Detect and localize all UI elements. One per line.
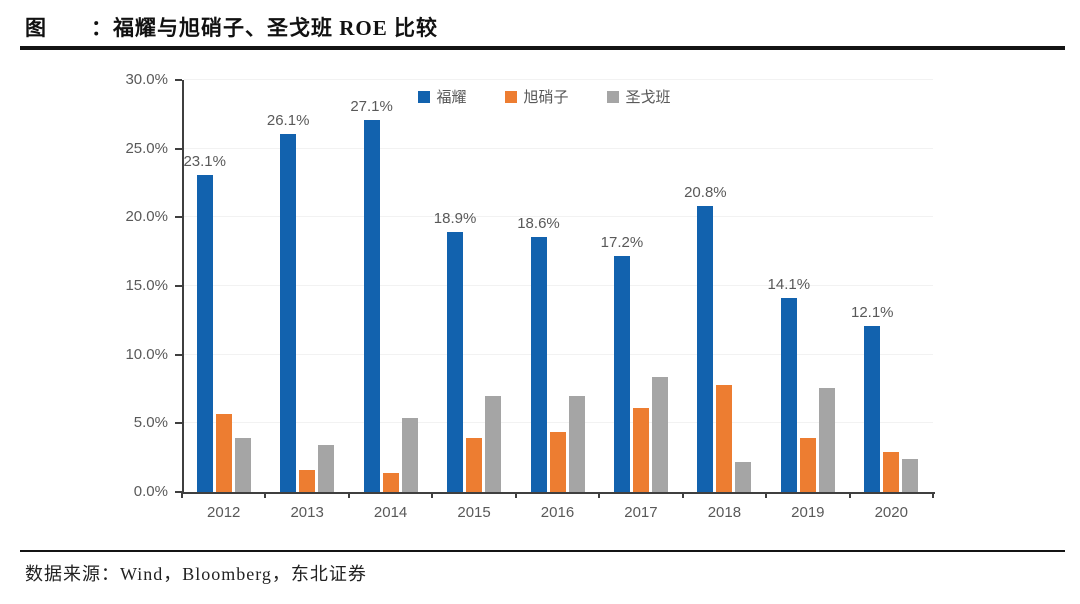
x-axis-tick — [514, 492, 517, 498]
bar-data-label: 17.2% — [600, 233, 644, 251]
x-axis-label: 2013 — [290, 504, 324, 521]
y-tick-label: 5.0% — [133, 414, 168, 432]
y-gridline — [184, 79, 933, 80]
y-tick-label: 20.0% — [125, 208, 168, 226]
footer-divider — [20, 550, 1065, 552]
bar-旭硝子 — [799, 438, 816, 492]
bar-圣戈班 — [485, 395, 502, 492]
chart-legend: 福耀 旭硝子 圣戈班 — [417, 86, 671, 107]
bar-福耀 — [530, 236, 547, 492]
y-tick-label: 0.0% — [133, 483, 168, 500]
data-source-text: 数据来源：Wind，Bloomberg，东北证券 — [25, 564, 367, 584]
x-axis-label: 2017 — [624, 504, 658, 521]
x-axis-tick — [765, 492, 768, 498]
y-axis-tick — [175, 216, 182, 219]
legend-item-圣戈班: 圣戈班 — [606, 86, 671, 107]
x-axis-tick — [848, 492, 851, 498]
bar-圣戈班 — [568, 395, 585, 492]
x-axis-tick — [347, 492, 350, 498]
bar-福耀 — [447, 232, 464, 492]
title-divider — [20, 46, 1065, 50]
bar-福耀 — [697, 206, 714, 492]
bar-福耀 — [780, 298, 797, 492]
roe-bar-chart: 0.0% 5.0% 10.0% 15.0% 20.0% 25.0% 30.0% 2012 201… — [125, 71, 935, 521]
x-axis-label: 2016 — [540, 504, 575, 521]
x-axis-label: 2019 — [791, 504, 825, 521]
y-tick-label: 25.0% — [125, 139, 168, 157]
bar-旭硝子 — [549, 431, 566, 492]
y-axis-tick — [175, 285, 182, 287]
legend-item-福耀: 福耀 — [417, 86, 467, 107]
bar-data-label: 18.9% — [433, 210, 477, 228]
y-gridline — [184, 285, 933, 286]
figure-title: 图 ：福耀与旭硝子、圣戈班 ROE 比较 — [25, 16, 439, 40]
x-axis-tick — [681, 492, 684, 498]
x-axis-tick — [264, 492, 267, 498]
bar-data-label: 20.8% — [684, 184, 727, 202]
x-axis-tick — [932, 492, 934, 498]
bar-福耀 — [864, 325, 881, 492]
bar-圣戈班 — [401, 417, 418, 492]
y-gridline — [184, 353, 933, 355]
x-axis-label: 2014 — [373, 504, 408, 521]
legend-swatch-icon — [606, 90, 619, 103]
y-gridline — [184, 147, 933, 149]
y-gridline — [184, 216, 933, 218]
legend-swatch-icon — [504, 90, 517, 103]
bar-圣戈班 — [651, 376, 668, 492]
y-gridline — [184, 422, 933, 424]
y-axis-tick — [175, 79, 182, 81]
bar-福耀 — [613, 255, 630, 492]
bar-圣戈班 — [234, 438, 251, 492]
legend-swatch-icon — [417, 90, 430, 103]
legend-item-旭硝子: 旭硝子 — [504, 86, 569, 107]
x-axis-label: 2020 — [874, 504, 908, 521]
x-axis-label: 2012 — [207, 504, 241, 521]
bar-圣戈班 — [818, 387, 835, 492]
legend-label: 旭硝子 — [523, 89, 569, 106]
y-axis-tick — [175, 491, 182, 493]
x-axis-label: 2018 — [707, 504, 742, 521]
bar-福耀 — [196, 174, 213, 492]
plot-area — [182, 80, 935, 494]
y-tick-label: 10.0% — [125, 345, 168, 363]
legend-label: 圣戈班 — [625, 89, 671, 106]
bar-旭硝子 — [466, 438, 483, 492]
bar-data-label: 26.1% — [266, 111, 310, 129]
x-axis-tick — [431, 492, 434, 498]
x-axis-label: 2015 — [457, 504, 491, 521]
x-axis-tick — [598, 492, 601, 498]
bar-旭硝子 — [215, 413, 232, 492]
bar-data-label: 14.1% — [767, 276, 811, 294]
bar-旭硝子 — [299, 470, 316, 492]
y-tick-label: 30.0% — [125, 71, 168, 88]
y-axis-tick — [175, 353, 182, 356]
y-axis-tick — [175, 147, 182, 150]
bar-旭硝子 — [382, 472, 399, 492]
bar-旭硝子 — [632, 408, 649, 492]
x-axis-tick — [181, 492, 183, 498]
bar-旭硝子 — [883, 452, 900, 492]
bar-福耀 — [363, 119, 380, 492]
bar-福耀 — [280, 133, 297, 492]
bar-圣戈班 — [902, 459, 919, 492]
bar-圣戈班 — [735, 461, 752, 492]
bar-圣戈班 — [318, 445, 335, 492]
bar-data-label: 23.1% — [183, 152, 226, 170]
bar-data-label: 18.6% — [517, 214, 560, 232]
bar-旭硝子 — [716, 384, 733, 492]
bar-data-label: 12.1% — [850, 303, 894, 321]
legend-label: 福耀 — [436, 89, 467, 106]
bar-data-label: 27.1% — [350, 97, 393, 115]
y-axis-tick — [175, 422, 182, 425]
y-tick-label: 15.0% — [125, 277, 168, 294]
